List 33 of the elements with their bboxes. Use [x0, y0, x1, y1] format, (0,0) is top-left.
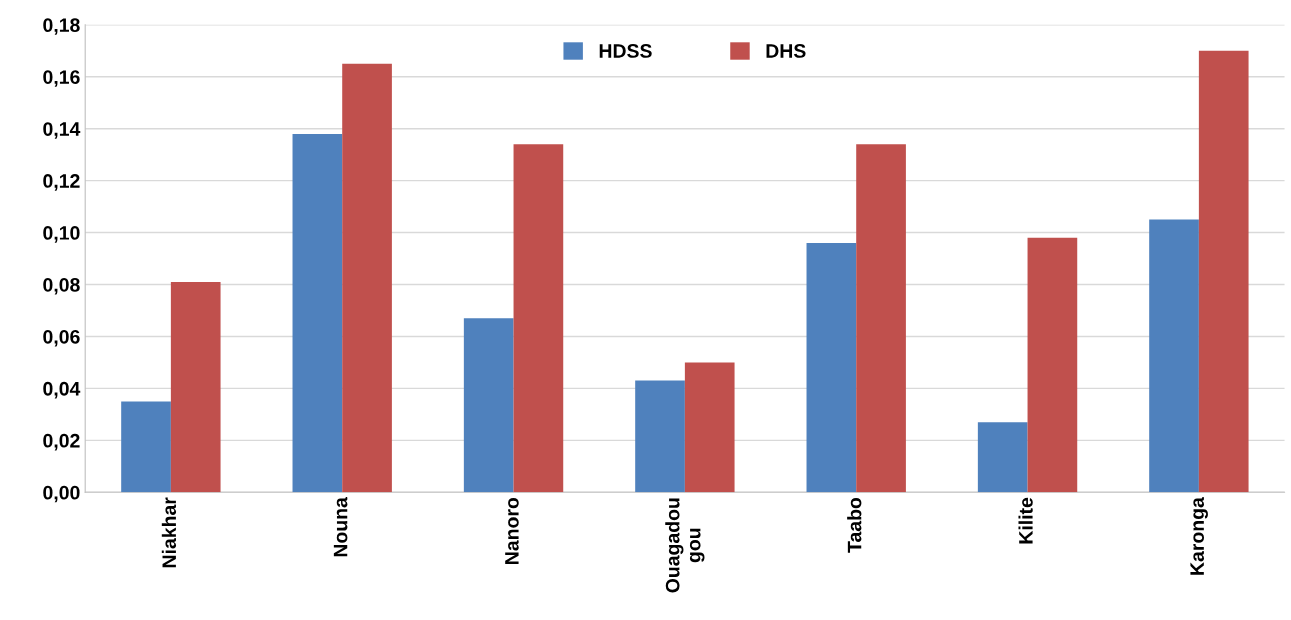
- x-tick-label: Kilite: [1018, 497, 1033, 544]
- y-tick-label: 0,02: [43, 433, 80, 451]
- x-tick-label: Ouagadou gou: [665, 498, 705, 593]
- y-tick-label: 0,16: [43, 70, 80, 87]
- bar: [635, 380, 685, 493]
- bar: [121, 401, 171, 493]
- y-tick-label: 0,04: [43, 381, 81, 399]
- y-tick-label: 0,12: [43, 174, 80, 191]
- legend-label: HDSS: [599, 44, 652, 58]
- x-tick-label: Niakhar: [161, 497, 177, 568]
- bar: [856, 144, 906, 493]
- y-tick-label: 0,10: [43, 226, 80, 243]
- bar: [170, 281, 221, 493]
- y-tick-label: 0,14: [43, 122, 81, 139]
- bar: [806, 242, 857, 493]
- bar: [684, 362, 735, 493]
- legend-label: DHS: [766, 44, 806, 58]
- bar: [1149, 219, 1199, 493]
- x-tick-label: Karonga: [1190, 497, 1208, 575]
- y-tick-label: 0,18: [43, 18, 80, 35]
- bar: [1027, 237, 1078, 493]
- bar: [463, 318, 514, 493]
- bar: [292, 133, 343, 493]
- bar: [513, 144, 564, 493]
- x-tick-label: Nouna: [333, 497, 348, 557]
- bar: [1198, 50, 1249, 493]
- x-tick-label: Nanoro: [505, 497, 519, 564]
- bar: [977, 422, 1028, 493]
- bar: [342, 63, 392, 493]
- x-tick-label: Taabo: [847, 497, 862, 553]
- y-tick-label: 0,06: [43, 329, 80, 347]
- y-tick-label: 0,08: [43, 277, 80, 295]
- y-tick-label: 0,00: [43, 485, 80, 503]
